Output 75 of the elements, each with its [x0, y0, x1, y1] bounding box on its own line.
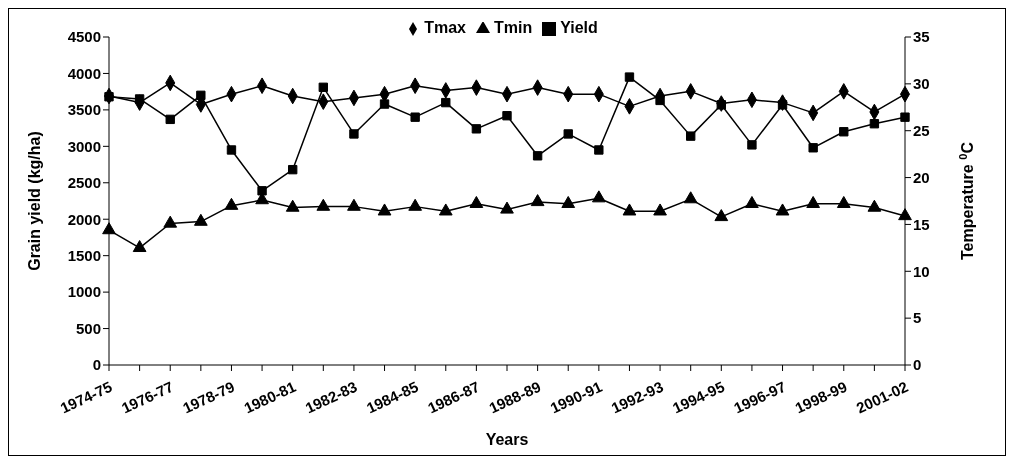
point: [347, 198, 361, 211]
point: [379, 99, 390, 109]
point: [747, 140, 757, 150]
point: [471, 124, 482, 134]
x-axis-title: Years: [485, 431, 529, 448]
point: [226, 145, 237, 155]
point: [165, 114, 175, 125]
y2-tick-label: 30: [913, 75, 930, 93]
y-tick-label: 500: [75, 319, 101, 337]
y2-tick-label: 15: [913, 215, 930, 233]
y2-tick-label: 35: [913, 28, 930, 46]
point: [622, 203, 637, 216]
y-tick-label: 3000: [67, 137, 101, 155]
point: [285, 199, 300, 212]
y-tick-label: 4500: [67, 28, 101, 46]
point: [594, 145, 604, 155]
point: [104, 92, 114, 102]
point: [224, 197, 239, 210]
point: [775, 203, 790, 216]
point: [316, 198, 331, 211]
point: [686, 131, 696, 141]
legend-label: Tmax: [424, 19, 466, 36]
point: [683, 191, 698, 204]
point: [349, 129, 359, 139]
point: [438, 203, 453, 216]
point: [745, 195, 759, 208]
point: [441, 97, 451, 108]
y-tick-label: 3500: [67, 101, 101, 119]
y-tick-label: 1000: [67, 283, 101, 301]
point: [561, 195, 576, 208]
point: [591, 190, 606, 203]
point: [163, 215, 178, 228]
legend-label: Yield: [560, 19, 598, 36]
point: [806, 195, 821, 208]
y-tick-label: 0: [92, 356, 101, 374]
point: [132, 240, 147, 253]
point: [530, 194, 545, 207]
point: [408, 198, 423, 211]
point: [500, 201, 514, 214]
point: [196, 90, 206, 100]
legend-label: Tmin: [493, 19, 533, 36]
point: [624, 72, 635, 82]
point: [257, 186, 267, 196]
point: [102, 222, 116, 235]
point: [839, 127, 849, 137]
y2-tick-label: 5: [913, 309, 922, 327]
point: [655, 95, 665, 106]
y2-tick-label: 20: [913, 168, 930, 186]
point: [714, 209, 729, 222]
point: [377, 203, 392, 216]
point: [808, 143, 818, 153]
point: [532, 151, 543, 161]
point: [900, 112, 910, 122]
point: [410, 112, 420, 122]
point: [867, 199, 882, 212]
point: [777, 100, 788, 110]
y-tick-label: 4000: [67, 64, 101, 82]
point: [134, 94, 145, 104]
point: [869, 119, 880, 129]
point: [193, 213, 208, 226]
point: [563, 129, 573, 139]
y2-tick-label: 0: [913, 356, 922, 374]
point: [318, 82, 328, 92]
y-tick-label: 1500: [67, 246, 101, 264]
point: [653, 203, 667, 216]
y2-tick-label: 25: [913, 122, 930, 140]
y2-tick-label: 10: [913, 262, 930, 280]
y-tick-label: 2000: [67, 210, 101, 228]
point: [469, 195, 484, 208]
point: [898, 208, 912, 221]
y-axis-title: Grain yield (kg/ha): [25, 131, 43, 271]
point: [288, 164, 298, 175]
y-tick-label: 2500: [67, 174, 101, 192]
point: [836, 195, 851, 208]
point: [502, 111, 512, 121]
